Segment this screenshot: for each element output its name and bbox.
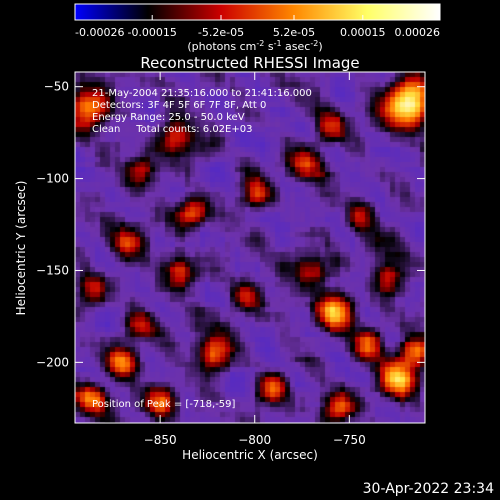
x-tick-label: −750 — [333, 433, 366, 447]
render-timestamp: 30-Apr-2022 23:34 — [362, 481, 494, 497]
colorbar-tick-label: -0.00015 — [127, 26, 176, 39]
colorbar-tick-label: -5.2e-05 — [198, 26, 244, 39]
colorbar — [74, 3, 441, 21]
colorbar-tick-label: 0.00015 — [340, 26, 386, 39]
y-tick-label: −100 — [36, 172, 69, 186]
x-axis-label: Heliocentric X (arcsec) — [182, 448, 318, 462]
observation-annotations: 21-May-2004 21:35:16.000 to 21:41:16.000… — [92, 88, 312, 410]
annotation-energy-range: Energy Range: 25.0 - 50.0 keV — [92, 112, 245, 123]
x-tick-label: −850 — [144, 433, 177, 447]
x-axis-ticks: −850 −800 −750 — [144, 72, 366, 447]
x-tick-label: −800 — [238, 433, 271, 447]
annotation-total-counts: Clean Total counts: 6.02E+03 — [92, 124, 252, 135]
plot-frame — [74, 71, 426, 424]
y-tick-label: −150 — [36, 263, 69, 277]
chart-title: Reconstructed RHESSI Image — [140, 54, 359, 72]
y-tick-label: −50 — [44, 80, 69, 94]
annotation-time-range: 21-May-2004 21:35:16.000 to 21:41:16.000 — [92, 88, 312, 99]
annotation-detectors: Detectors: 3F 4F 5F 6F 7F 8F, Att 0 — [92, 100, 266, 111]
y-axis-ticks: −50 −100 −150 −200 — [36, 80, 425, 369]
colorbar-ticks: -0.00026 -0.00015 -5.2e-05 5.2e-05 0.00015 0.… — [74, 15, 441, 39]
colorbar-units: (photons cm-2 s-1 asec-2) — [187, 39, 322, 53]
y-axis-label: Heliocentric Y (arcsec) — [14, 181, 28, 316]
colorbar-tick-label: 5.2e-05 — [273, 26, 315, 39]
heatmap-image — [75, 72, 425, 423]
colorbar-tick-label: 0.00026 — [395, 26, 441, 39]
colorbar-tick-label: -0.00026 — [75, 26, 124, 39]
y-tick-label: −200 — [36, 355, 69, 369]
annotation-peak-position: Position of Peak = [-718,-59] — [92, 399, 236, 410]
heatmap-container — [75, 72, 425, 423]
